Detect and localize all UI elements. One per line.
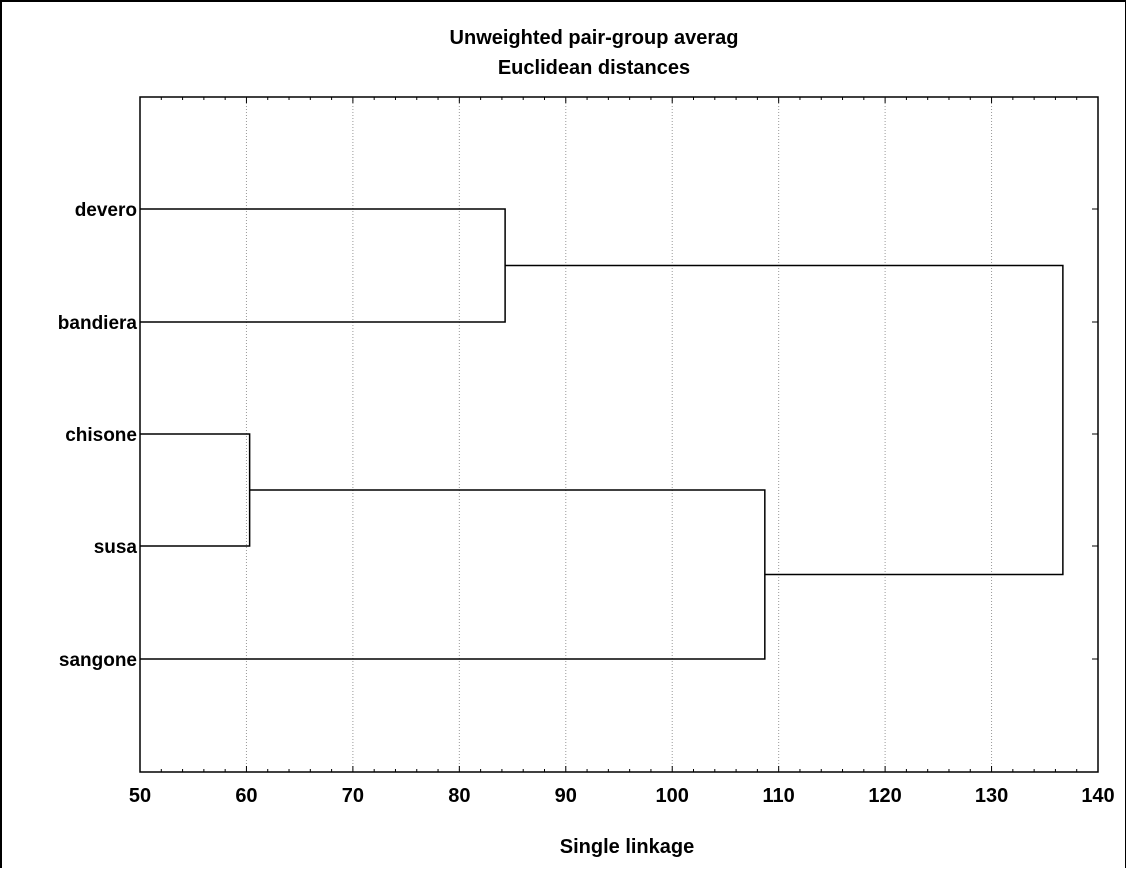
x-tick-label: 90 [555,785,577,807]
x-tick-label: 140 [1081,785,1114,807]
x-tick-label: 50 [129,785,151,807]
leaf-label-sangone: sangone [59,650,137,671]
x-tick-label: 70 [342,785,364,807]
x-tick-label: 130 [975,785,1008,807]
dendrogram-link-1 [140,208,506,323]
plot-area [139,96,1099,773]
chart-title-line-1: Unweighted pair-group averag [450,27,739,49]
leaf-labels: devero bandiera chisone susa sangone [58,200,138,671]
x-tick-label: 80 [448,785,470,807]
dendrogram-link-4 [505,264,1064,576]
x-tick-label: 60 [235,785,257,807]
chart-title-line-2: Euclidean distances [498,57,690,79]
leaf-label-devero: devero [75,200,137,221]
leaf-label-susa: susa [94,537,138,558]
axis-ticks [139,97,1099,772]
dendrogram-link-2 [140,433,251,547]
leaf-label-bandiera: bandiera [58,313,138,334]
grid-lines [245,97,993,772]
x-axis-label: Single linkage [560,836,694,858]
dendrogram-links [140,208,1064,660]
x-tick-labels: 50 60 70 80 90 100 110 120 130 140 [129,785,1115,807]
leaf-label-chisone: chisone [65,425,137,446]
x-tick-label: 100 [656,785,689,807]
x-tick-label: 120 [868,785,901,807]
x-tick-label: 110 [763,785,795,807]
dendrogram-link-3 [140,489,766,660]
